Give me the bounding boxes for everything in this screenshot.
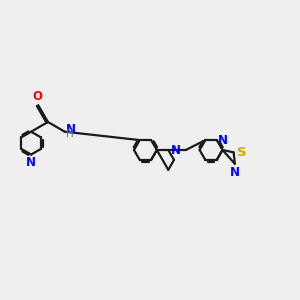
Text: N: N	[26, 156, 36, 170]
Text: N: N	[66, 123, 76, 136]
Text: S: S	[237, 146, 247, 159]
Text: N: N	[218, 134, 227, 147]
Text: N: N	[171, 143, 181, 157]
Text: N: N	[230, 167, 240, 179]
Text: O: O	[32, 90, 42, 103]
Text: H: H	[66, 130, 74, 140]
